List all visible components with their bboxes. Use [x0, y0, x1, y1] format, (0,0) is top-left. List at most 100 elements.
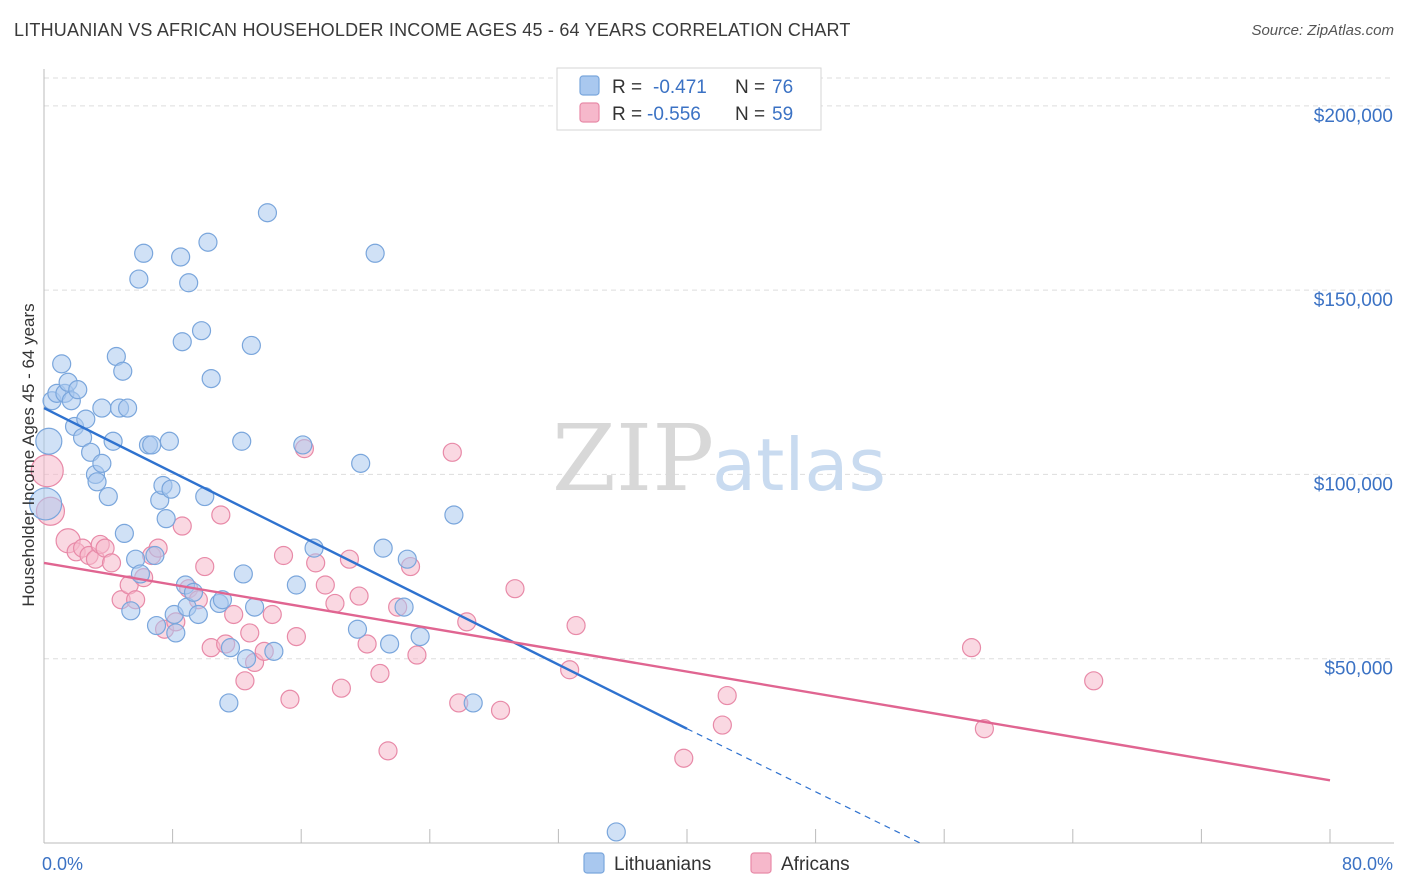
trend-line-africans: [43, 561, 1331, 782]
point-lithuanians-16: [92, 398, 112, 418]
series-legend-swatch-lithuanians: [583, 852, 605, 874]
point-lithuanians-49: [198, 232, 218, 252]
point-africans-41: [357, 634, 377, 654]
point-africans-27: [240, 623, 260, 643]
point-lithuanians-47: [191, 321, 212, 341]
point-lithuanians-28: [134, 243, 154, 263]
point-africans-46: [407, 645, 427, 665]
point-lithuanians-55: [232, 431, 252, 451]
point-lithuanians-50: [201, 369, 221, 389]
point-lithuanians-44: [179, 273, 199, 293]
y-tick-label-3: $200,000: [1314, 106, 1393, 127]
point-africans-25: [224, 604, 244, 625]
point-lithuanians-63: [293, 435, 313, 455]
point-lithuanians-62: [286, 575, 306, 595]
point-lithuanians-14: [87, 472, 107, 492]
point-africans-30: [262, 604, 282, 625]
point-lithuanians-40: [171, 247, 191, 267]
point-lithuanians-46: [188, 604, 208, 625]
legend-swatch-africans: [579, 102, 600, 123]
legend-r-value-0: -0.471: [653, 77, 707, 98]
point-lithuanians-41: [172, 332, 192, 352]
point-africans-56: [717, 685, 737, 706]
legend-n-label-1: N =: [735, 104, 765, 125]
point-lithuanians-69: [380, 634, 400, 654]
point-lithuanians-17: [98, 486, 118, 507]
watermark-zip: ZIP: [552, 405, 714, 512]
point-lithuanians-36: [159, 431, 179, 451]
point-lithuanians-56: [233, 564, 253, 584]
y-tick-label-0: $50,000: [1324, 659, 1393, 680]
point-lithuanians-22: [114, 523, 134, 544]
y-tick-label-1: $100,000: [1314, 474, 1393, 495]
point-lithuanians-68: [373, 538, 393, 558]
point-africans-50: [490, 700, 511, 720]
point-africans-53: [566, 615, 586, 636]
point-lithuanians-60: [257, 203, 278, 223]
point-africans-23: [211, 505, 231, 525]
point-lithuanians-24: [121, 601, 141, 621]
point-lithuanians-58: [241, 335, 261, 356]
series-legend-label-lithuanians: Lithuanians: [614, 854, 711, 875]
point-lithuanians-23: [117, 398, 138, 418]
legend-r-value-1: -0.556: [647, 104, 701, 125]
legend-r-label-0: R =: [612, 77, 642, 98]
point-lithuanians-26: [129, 269, 149, 289]
trend-line-lithuanians: [43, 407, 688, 730]
point-africans-38: [331, 678, 351, 698]
point-lithuanians-35: [156, 509, 176, 529]
chart-title: LITHUANIAN VS AFRICAN HOUSEHOLDER INCOME…: [14, 20, 851, 40]
watermark-atlas: atlas: [712, 423, 886, 507]
point-lithuanians-15: [92, 453, 112, 473]
point-africans-32: [280, 689, 300, 709]
point-lithuanians-53: [219, 693, 239, 713]
point-africans-9: [101, 553, 122, 573]
series-legend-label-africans: Africans: [781, 854, 850, 875]
point-lithuanians-71: [397, 549, 417, 569]
legend-n-value-1: 59: [772, 104, 793, 125]
trend-lines: [43, 407, 1331, 844]
point-lithuanians-21: [113, 361, 133, 381]
point-africans-54: [674, 748, 694, 768]
point-africans-59: [1084, 671, 1104, 691]
point-africans-26: [235, 671, 255, 691]
x-tick-label-left: 0.0%: [42, 854, 83, 874]
series-legend-swatch-africans: [750, 852, 772, 874]
point-lithuanians-38: [166, 623, 186, 643]
point-lithuanians-31: [145, 545, 165, 566]
point-lithuanians-57: [236, 649, 257, 669]
legend-swatch-lithuanians: [579, 75, 600, 96]
point-africans-43: [378, 741, 398, 761]
point-africans-58: [974, 719, 994, 739]
y-tick-label-2: $150,000: [1314, 290, 1393, 311]
series-lithuanians: [29, 203, 626, 842]
point-lithuanians-74: [463, 693, 483, 713]
point-lithuanians-65: [351, 453, 371, 473]
watermark: ZIP atlas: [552, 405, 886, 512]
point-lithuanians-0: [35, 427, 63, 455]
x-tick-label-right: 80.0%: [1342, 854, 1393, 874]
point-lithuanians-72: [410, 626, 430, 647]
legend-r-label-1: R =: [612, 104, 642, 125]
point-lithuanians-30: [142, 435, 162, 455]
point-africans-33: [286, 626, 306, 647]
trend-line-lithuanians-extension: [686, 728, 921, 844]
point-lithuanians-1: [29, 487, 63, 521]
legend-n-value-0: 76: [772, 77, 793, 98]
point-africans-55: [712, 715, 732, 735]
point-africans-21: [195, 556, 215, 577]
point-africans-47: [442, 442, 462, 462]
point-lithuanians-54: [220, 638, 241, 658]
point-lithuanians-75: [606, 822, 626, 842]
y-axis-label: Householder Income Ages 45 - 64 years: [19, 303, 38, 606]
source-label: Source: ZipAtlas.com: [1251, 22, 1394, 39]
point-lithuanians-70: [394, 597, 414, 617]
series-legend: Lithuanians Africans: [583, 852, 850, 875]
point-lithuanians-52: [212, 590, 233, 610]
point-lithuanians-73: [444, 505, 464, 525]
point-africans-18: [172, 516, 192, 536]
point-lithuanians-67: [365, 243, 385, 263]
y-tick-labels: $50,000 $100,000 $150,000 $200,000: [1314, 106, 1393, 680]
point-lithuanians-32: [146, 615, 167, 636]
stats-legend: R = -0.471 N = 76 R = -0.556 N = 59: [556, 67, 822, 131]
